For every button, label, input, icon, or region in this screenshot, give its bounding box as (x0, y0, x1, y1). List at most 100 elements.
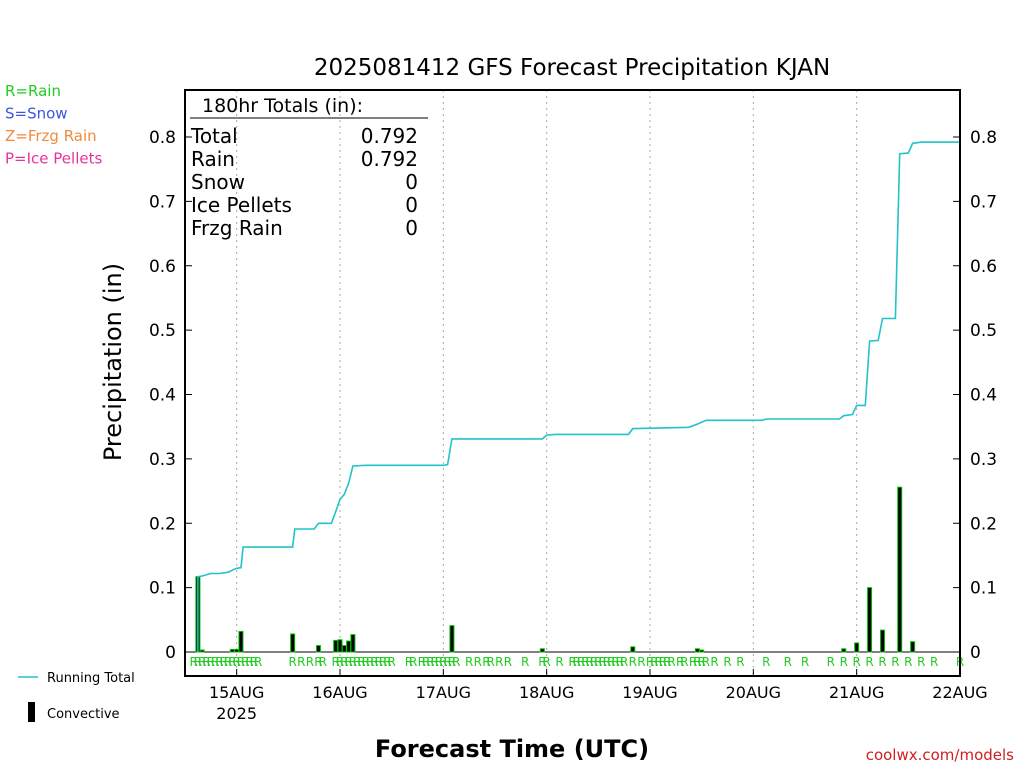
ptype-marker: R (676, 655, 684, 669)
ptype-key-item: S=Snow (5, 105, 68, 123)
ptype-marker: R (198, 655, 206, 669)
y-tick-label-left: 0.2 (149, 514, 176, 534)
ptype-marker: R (504, 655, 512, 669)
y-tick-label-right: 0.3 (970, 450, 997, 470)
totals-row-label: Snow (191, 170, 245, 194)
ptype-marker: R (224, 655, 232, 669)
ptype-marker: R (827, 655, 835, 669)
ptype-marker: R (340, 655, 348, 669)
ptype-marker: R (319, 655, 327, 669)
convective-bar (315, 645, 321, 653)
ptype-marker: R (207, 655, 215, 669)
ptype-marker: R (379, 655, 387, 669)
convective-bar (234, 648, 240, 653)
ptype-marker: R (332, 655, 340, 669)
ptype-marker: R (405, 655, 413, 669)
ptype-marker: R (344, 655, 352, 669)
y-axis-right: 0 0.1 0.2 0.3 0.4 0.5 0.6 0.7 0.8 (953, 128, 997, 663)
convective-bar (333, 639, 339, 653)
convective-bar (238, 630, 244, 653)
ptype-marker: R (784, 655, 792, 669)
convective-bar (290, 633, 296, 653)
totals-row-value: 0 (405, 170, 418, 194)
ptype-marker: R (891, 655, 899, 669)
precip-type-key: R=Rain S=Snow Z=Frzg Rain P=Ice Pellets (5, 82, 102, 168)
totals-row-label: Frzg Rain (191, 216, 283, 240)
running-total-layer (197, 141, 960, 652)
y-tick-label-right: 0.6 (970, 257, 997, 277)
legend-convective-swatch (28, 702, 35, 722)
ptype-marker: R (194, 655, 202, 669)
ptype-marker: R (697, 655, 705, 669)
y-tick-label-left: 0.6 (149, 257, 176, 277)
ptype-marker: R (538, 655, 546, 669)
ptype-marker: R (878, 655, 886, 669)
totals-row-value: 0 (405, 193, 418, 217)
ptype-marker: R (232, 655, 240, 669)
totals-row-value: 0.792 (361, 147, 418, 171)
ptype-marker: R (474, 655, 482, 669)
x-tick-label: 15AUG (209, 683, 264, 702)
ptype-marker: R (250, 655, 258, 669)
ptype-marker: R (581, 655, 589, 669)
ptype-marker: R (297, 655, 305, 669)
ptype-marker: R (237, 655, 245, 669)
ptype-marker: R (288, 655, 296, 669)
convective-bar (539, 648, 545, 653)
ptype-marker: R (306, 655, 314, 669)
x-axis: 15AUG 2025 16AUG 17AUG 18AUG 19AUG 20AUG 21AUG 2… (209, 669, 988, 723)
ptype-marker: R (314, 655, 322, 669)
x-axis-label: Forecast Time (UTC) (375, 735, 649, 763)
ptype-marker: R (426, 655, 434, 669)
y-tick-label-right: 0.5 (970, 321, 997, 341)
ptype-marker: R (362, 655, 370, 669)
ptype-marker: R (762, 655, 770, 669)
ptype-marker: R (409, 655, 417, 669)
legend: Running Total Convective (18, 671, 135, 722)
convective-bar (630, 646, 636, 653)
convective-bar (910, 641, 916, 653)
x-tick-label: 16AUG (312, 683, 367, 702)
convective-bar (341, 645, 347, 653)
y-axis-label: Precipitation (in) (99, 263, 127, 461)
ptype-marker: R (650, 655, 658, 669)
ptype-marker: R (465, 655, 473, 669)
convective-bar (841, 648, 847, 653)
convective-bar (699, 649, 705, 653)
ptype-key-item: R=Rain (5, 82, 61, 100)
y-tick-label-right: 0 (970, 643, 981, 663)
convective-bar (199, 649, 205, 653)
ptype-marker: R (598, 655, 606, 669)
ptype-marker: R (654, 655, 662, 669)
ptype-marker: R (629, 655, 637, 669)
x-tick-sublabel: 2025 (216, 704, 257, 723)
ptype-marker: R (840, 655, 848, 669)
ptype-marker: R (357, 655, 365, 669)
ptype-marker: R (521, 655, 529, 669)
ptype-marker: R (448, 655, 456, 669)
y-tick-label-right: 0.7 (970, 192, 997, 212)
totals-row-label: Total (190, 124, 238, 148)
ptype-key-item: Z=Frzg Rain (5, 127, 97, 145)
ptype-marker: R (573, 655, 581, 669)
ptype-marker: R (702, 655, 710, 669)
totals-row-label: Ice Pellets (191, 193, 292, 217)
ptype-marker: R (435, 655, 443, 669)
ptype-marker: R (482, 655, 490, 669)
ptype-marker: R (577, 655, 585, 669)
ptype-marker: R (663, 655, 671, 669)
totals-row-label: Rain (191, 147, 235, 171)
ptype-marker: R (211, 655, 219, 669)
credit-text: coolwx.com/models (866, 746, 1014, 764)
ptype-marker: R (370, 655, 378, 669)
legend-running-total-label: Running Total (47, 671, 135, 686)
y-axis-left: 0 0.1 0.2 0.3 0.4 0.5 0.6 0.7 0.8 (149, 128, 192, 663)
ptype-marker: R (202, 655, 210, 669)
convective-bar (897, 486, 903, 653)
x-tick-label: 17AUG (416, 683, 471, 702)
ptype-marker: R (917, 655, 925, 669)
y-tick-label-right: 0.2 (970, 514, 997, 534)
ptype-marker: R (220, 655, 228, 669)
